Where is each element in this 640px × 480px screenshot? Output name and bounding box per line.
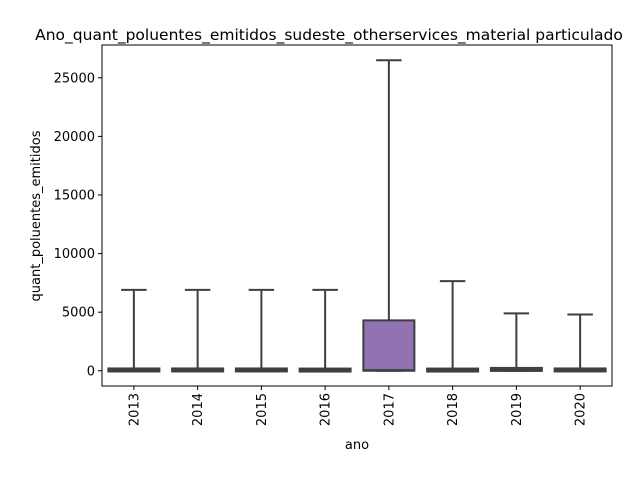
x-tick-label: 2017 [382, 393, 397, 426]
plot-frame [101, 44, 613, 387]
box-2017 [362, 319, 416, 372]
x-tick-label: 2020 [574, 393, 589, 426]
y-tick-label: 0 [87, 364, 95, 379]
y-tick-label: 5000 [62, 306, 95, 321]
y-tick-label: 10000 [54, 247, 95, 262]
y-tick-label: 20000 [54, 130, 95, 145]
x-tick-label: 2018 [446, 393, 461, 426]
y-axis-label: quant_poluentes_emitidos [29, 130, 44, 301]
x-tick-label: 2014 [191, 393, 206, 426]
x-tick-label: 2015 [255, 393, 270, 426]
x-axis-label: ano [345, 438, 369, 453]
chart-title: Ano_quant_poluentes_emitidos_sudeste_oth… [35, 26, 623, 45]
x-tick-label: 2019 [510, 393, 525, 426]
x-tick-label: 2013 [127, 393, 142, 426]
y-tick-label: 15000 [54, 188, 95, 203]
x-tick-label: 2016 [319, 393, 334, 426]
y-tick-label: 25000 [54, 71, 95, 86]
